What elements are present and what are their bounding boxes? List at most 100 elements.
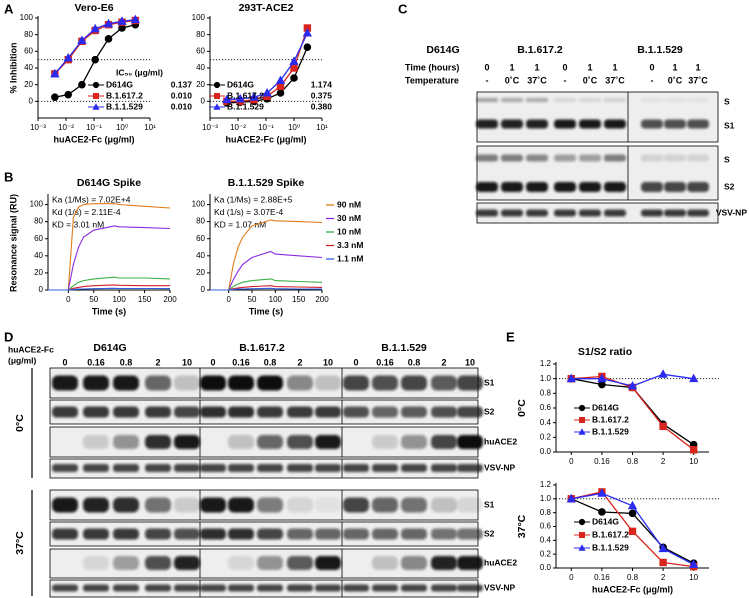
ic50-value: 0.380 xyxy=(311,101,333,111)
marker xyxy=(303,43,312,51)
x-tick-label: 200 xyxy=(315,295,329,304)
y-axis-label: 37°C xyxy=(516,514,528,538)
marker xyxy=(90,23,100,33)
series-line xyxy=(48,276,171,291)
band xyxy=(287,375,313,391)
band xyxy=(401,528,427,540)
y-tick-label: 0.8 xyxy=(540,508,552,517)
band xyxy=(257,435,283,449)
band xyxy=(372,528,398,540)
marker xyxy=(598,508,606,516)
y-tick-label: 100 xyxy=(192,13,206,22)
temperature-label: 37˚C xyxy=(688,75,708,85)
band-label: S xyxy=(724,154,730,164)
band xyxy=(145,375,171,391)
y-tick-label: 1.0 xyxy=(540,494,552,503)
legend-label: 90 nM xyxy=(337,199,361,209)
band xyxy=(604,119,626,129)
x-tick-label: 150 xyxy=(138,295,152,304)
band xyxy=(372,375,398,391)
band xyxy=(315,435,341,449)
marker xyxy=(658,369,668,378)
series-line xyxy=(210,278,323,291)
y-tick-label: 0 xyxy=(29,96,34,105)
band xyxy=(343,375,369,391)
band xyxy=(431,497,457,513)
band xyxy=(113,584,139,592)
y-tick-label: 0.2 xyxy=(540,432,552,441)
band xyxy=(315,406,341,418)
band xyxy=(501,182,523,192)
marker xyxy=(289,56,299,65)
x-tick-label: 100 xyxy=(112,295,126,304)
series-line xyxy=(48,287,171,291)
time-label: 1 xyxy=(534,62,539,72)
band xyxy=(315,375,341,391)
band xyxy=(83,406,109,418)
y-tick-label: 0.8 xyxy=(540,388,552,397)
chart-title: B.1.1.529 Spike xyxy=(228,177,305,189)
y-tick-label: 1.0 xyxy=(540,374,552,383)
dose-label: 0.16 xyxy=(376,357,394,367)
band xyxy=(257,406,283,418)
band xyxy=(257,375,283,391)
legend-marker xyxy=(93,93,99,99)
panel-label: B xyxy=(4,169,13,184)
y-axis-label: Resonance signal (RU) xyxy=(8,194,18,292)
band xyxy=(501,209,523,217)
x-tick-label: 50 xyxy=(248,295,257,304)
band xyxy=(174,406,200,418)
group-label: D614G xyxy=(93,342,126,354)
x-tick-label: 0.16 xyxy=(594,457,610,466)
series-line xyxy=(48,203,171,291)
band-label: S1 xyxy=(484,499,495,509)
chart-title: Vero-E6 xyxy=(74,2,113,14)
annotation: Ka (1/Ms) = 7.02E+4 xyxy=(52,194,131,204)
marker xyxy=(249,92,259,101)
band xyxy=(604,154,626,162)
band xyxy=(401,435,427,449)
temperature-label: 0˚C xyxy=(505,75,520,85)
band xyxy=(174,497,200,513)
y-tick-label: 0.2 xyxy=(540,549,552,558)
band xyxy=(287,528,313,540)
band xyxy=(457,464,483,472)
band xyxy=(431,556,457,570)
band xyxy=(372,556,398,570)
temperature-label: 0˚C xyxy=(668,75,683,85)
band xyxy=(257,497,283,513)
time-label: 1 xyxy=(672,62,677,72)
marker xyxy=(276,89,285,97)
marker xyxy=(103,18,114,28)
header-label: (μg/ml) xyxy=(8,355,37,365)
ic50-value: 0.375 xyxy=(311,90,333,100)
band-label: VSV-NP xyxy=(484,462,516,472)
dose-label: 0 xyxy=(210,357,215,367)
y-tick-label: 40 xyxy=(24,63,33,72)
band xyxy=(343,497,369,513)
legend-label: D614G xyxy=(592,516,619,526)
x-tick-label: 0.8 xyxy=(627,573,639,582)
band xyxy=(554,98,576,102)
y-tick-label: 100 xyxy=(30,200,44,209)
y-tick-label: 100 xyxy=(20,13,34,22)
y-tick-label: 40 xyxy=(196,251,205,260)
marker xyxy=(627,500,638,510)
band xyxy=(641,209,663,217)
band xyxy=(257,464,283,472)
band-label: S2 xyxy=(724,181,735,191)
marker xyxy=(222,94,232,104)
marker xyxy=(275,75,286,84)
band xyxy=(401,584,427,592)
x-axis-label: huACE2-Fc (μg/ml) xyxy=(53,134,134,144)
band xyxy=(200,584,226,592)
x-tick-label: 10⁻¹ xyxy=(258,123,274,132)
band xyxy=(401,464,427,472)
y-tick-label: 1.2 xyxy=(540,480,552,489)
band xyxy=(145,584,171,592)
legend-marker xyxy=(213,81,221,89)
marker xyxy=(63,52,73,62)
band xyxy=(343,528,369,540)
row-label: Time (hours) xyxy=(405,62,459,72)
ic50-value: 0.010 xyxy=(171,101,193,111)
